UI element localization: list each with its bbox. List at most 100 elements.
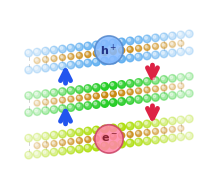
Circle shape [85, 60, 88, 63]
Circle shape [110, 133, 116, 139]
Circle shape [33, 48, 41, 56]
Circle shape [33, 91, 41, 98]
Circle shape [51, 133, 54, 136]
Circle shape [51, 141, 57, 147]
Circle shape [169, 134, 176, 142]
Circle shape [111, 83, 114, 86]
Circle shape [60, 46, 63, 50]
Circle shape [177, 48, 185, 56]
Circle shape [34, 100, 40, 106]
Circle shape [128, 132, 130, 135]
Circle shape [177, 91, 185, 98]
Circle shape [144, 129, 150, 136]
Circle shape [35, 92, 37, 95]
Circle shape [162, 136, 164, 139]
Circle shape [42, 107, 49, 114]
Circle shape [127, 46, 133, 53]
Circle shape [76, 128, 83, 136]
Circle shape [86, 95, 88, 97]
Circle shape [144, 87, 150, 93]
Circle shape [26, 93, 29, 96]
Circle shape [126, 37, 134, 45]
Circle shape [59, 45, 66, 53]
Circle shape [95, 125, 123, 153]
Circle shape [111, 135, 114, 137]
Circle shape [50, 46, 58, 54]
Circle shape [119, 132, 125, 139]
Circle shape [177, 31, 185, 39]
Circle shape [59, 147, 66, 155]
Circle shape [169, 117, 176, 125]
Circle shape [67, 87, 75, 94]
Circle shape [145, 139, 147, 141]
Circle shape [152, 51, 159, 59]
Circle shape [101, 100, 109, 107]
Circle shape [178, 83, 184, 89]
Circle shape [169, 92, 176, 99]
Circle shape [179, 84, 181, 86]
Circle shape [42, 64, 49, 72]
Circle shape [94, 43, 97, 45]
Circle shape [186, 90, 193, 97]
Circle shape [152, 128, 158, 134]
Circle shape [52, 57, 54, 59]
Circle shape [137, 89, 139, 91]
Circle shape [153, 95, 156, 98]
Circle shape [44, 143, 46, 145]
Circle shape [162, 119, 164, 122]
Circle shape [101, 125, 109, 133]
Circle shape [153, 129, 156, 132]
Circle shape [93, 93, 99, 99]
Circle shape [35, 152, 37, 155]
Circle shape [170, 33, 173, 36]
Circle shape [68, 63, 71, 65]
Circle shape [161, 42, 167, 48]
Circle shape [84, 42, 92, 50]
Circle shape [177, 133, 185, 141]
Circle shape [136, 45, 142, 51]
Circle shape [120, 133, 122, 136]
Circle shape [42, 132, 49, 140]
Circle shape [186, 30, 193, 38]
Circle shape [69, 97, 71, 99]
Circle shape [162, 86, 164, 88]
Circle shape [25, 109, 32, 116]
Circle shape [119, 90, 125, 96]
Circle shape [177, 74, 185, 81]
Circle shape [160, 50, 168, 58]
Circle shape [102, 92, 108, 98]
Circle shape [178, 92, 181, 95]
Circle shape [102, 84, 105, 87]
Circle shape [77, 147, 80, 149]
Circle shape [67, 129, 75, 137]
Circle shape [170, 136, 173, 138]
Circle shape [152, 86, 158, 92]
Circle shape [136, 80, 139, 83]
Circle shape [52, 99, 54, 101]
Circle shape [68, 131, 71, 133]
Circle shape [135, 96, 142, 103]
Circle shape [162, 51, 164, 54]
Circle shape [178, 125, 184, 131]
Circle shape [152, 43, 158, 49]
Circle shape [152, 94, 159, 101]
Circle shape [50, 89, 58, 96]
Circle shape [50, 106, 58, 113]
Circle shape [68, 105, 71, 108]
Circle shape [84, 59, 92, 67]
Circle shape [85, 86, 88, 89]
Circle shape [92, 41, 100, 49]
Circle shape [68, 88, 71, 91]
Circle shape [77, 139, 80, 141]
Circle shape [170, 50, 173, 53]
Circle shape [186, 132, 193, 140]
Circle shape [86, 53, 88, 55]
Circle shape [35, 101, 37, 103]
Circle shape [84, 127, 92, 135]
Circle shape [35, 109, 37, 112]
Circle shape [136, 130, 142, 136]
Circle shape [135, 138, 142, 146]
Circle shape [161, 127, 167, 133]
Circle shape [109, 39, 117, 47]
Circle shape [102, 41, 105, 44]
